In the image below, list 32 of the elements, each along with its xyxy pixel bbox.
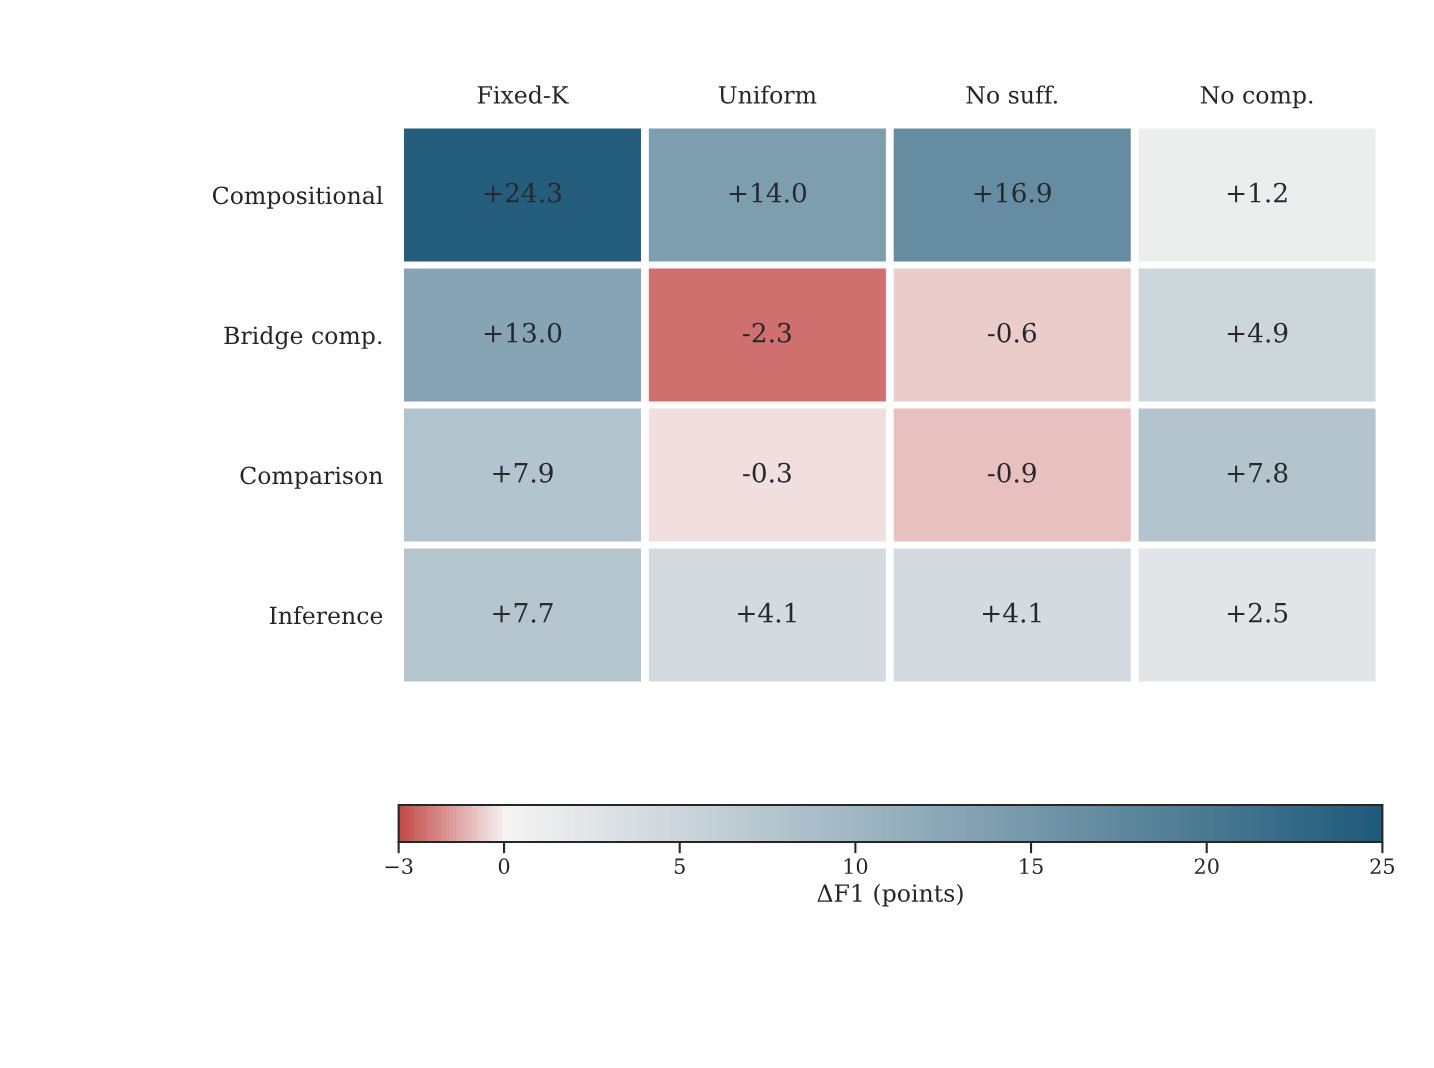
data-label: -0.3 xyxy=(743,462,791,483)
data-label: -2.3 xyxy=(743,322,791,343)
color-bar-title: ΔF1 (points) xyxy=(817,883,963,907)
data-label: +16.9 xyxy=(974,182,1051,203)
y-tick-label: Compositional xyxy=(212,185,383,209)
data-label: +1.2 xyxy=(1227,182,1287,203)
y-tick-label: Bridge comp. xyxy=(224,326,382,350)
x-tick-label: Fixed-K xyxy=(477,85,569,104)
y-tick-label: Inference xyxy=(269,606,383,625)
data-label: +4.1 xyxy=(982,602,1041,623)
color-bar-label: 20 xyxy=(1194,858,1219,875)
data-label: +4.1 xyxy=(738,602,796,623)
data-label: +14.0 xyxy=(729,182,807,203)
data-label: +7.7 xyxy=(493,603,553,623)
data-label: +24.3 xyxy=(484,182,561,203)
color-bar-label: 10 xyxy=(844,858,868,875)
x-tick-label: No suff. xyxy=(966,85,1057,104)
y-tick-label: Comparison xyxy=(240,466,383,489)
data-label: +4.9 xyxy=(1227,322,1288,343)
data-label: +2.5 xyxy=(1227,602,1288,623)
data-label: +7.8 xyxy=(1227,462,1288,483)
data-label: +13.0 xyxy=(484,322,562,343)
x-tick-label: Uniform xyxy=(718,85,817,104)
data-label: -0.9 xyxy=(987,462,1036,483)
color-bar-label: 15 xyxy=(1020,858,1043,875)
color-bar-label: −3 xyxy=(385,858,413,875)
x-tick-label: No comp. xyxy=(1200,86,1313,109)
color-bar-label: 0 xyxy=(498,858,510,875)
data-label: +7.9 xyxy=(493,462,553,483)
color-bar-label: 25 xyxy=(1370,858,1395,875)
color-bar-label: 5 xyxy=(674,858,685,875)
data-label: -0.6 xyxy=(987,322,1036,343)
